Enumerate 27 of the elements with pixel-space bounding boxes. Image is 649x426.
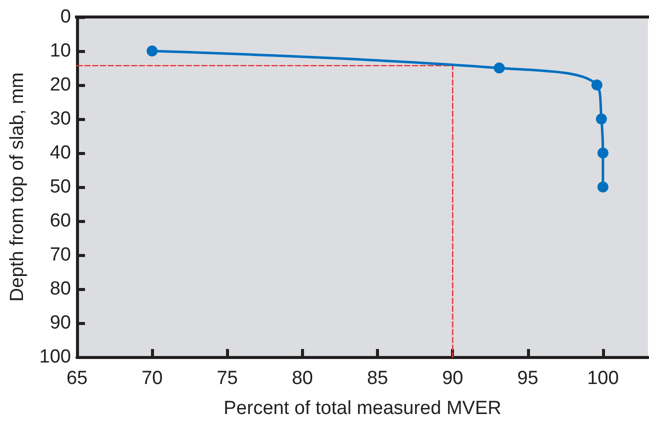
y-tick-label: 30 xyxy=(50,108,71,130)
point xyxy=(596,114,607,124)
x-tick-label: 80 xyxy=(292,368,313,389)
point xyxy=(597,182,608,192)
x-axis-title: Percent of total measured MVER xyxy=(224,398,502,419)
x-tick-label: 95 xyxy=(517,368,538,389)
y-axis-title: Depth from top of slab, mm xyxy=(7,72,28,302)
x-tick-label: 85 xyxy=(366,368,388,389)
point xyxy=(146,46,158,56)
y-tick-label: 100 xyxy=(39,346,71,368)
y-tick-label: 40 xyxy=(50,142,71,164)
x-tick-label: 100 xyxy=(587,368,619,389)
y-tick-label: 60 xyxy=(50,210,71,232)
x-tick-label: 70 xyxy=(142,368,163,389)
x-tick-label: 65 xyxy=(66,368,88,389)
y-tick-label: 0 xyxy=(60,6,71,28)
y-tick-label: 80 xyxy=(50,278,71,300)
x-tick-label: 90 xyxy=(442,368,464,389)
y-tick-label: 70 xyxy=(50,244,71,266)
y-tick-label: 90 xyxy=(50,312,71,334)
y-tick-label: 10 xyxy=(50,40,71,62)
y-tick-label: 20 xyxy=(50,74,71,96)
x-tick-label: 75 xyxy=(216,368,238,389)
point xyxy=(597,148,608,158)
point xyxy=(591,80,602,90)
y-tick-label: 50 xyxy=(50,176,71,198)
point xyxy=(494,62,505,74)
